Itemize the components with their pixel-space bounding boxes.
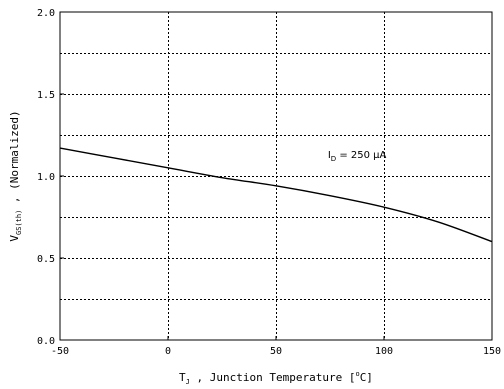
grid-lines	[60, 12, 492, 340]
annotation-sub: D	[331, 155, 336, 163]
x-label-main: T	[179, 371, 186, 384]
x-axis-label: TJ , Junction Temperature [oC]	[179, 370, 373, 386]
x-label-sub: J	[186, 378, 190, 386]
x-tick-label: 100	[375, 346, 393, 357]
x-label-degree: o	[355, 370, 359, 378]
annotation-rest: = 250 µA	[336, 150, 386, 161]
y-label-main: V	[8, 235, 21, 242]
y-tick-label: 1.5	[37, 90, 55, 101]
y-tick-label: 0.5	[37, 254, 55, 265]
y-label-rest: , (Normalized)	[8, 110, 21, 209]
annotation-main: I	[328, 150, 331, 161]
x-tick-label: 150	[483, 346, 501, 357]
series-layer	[59, 147, 493, 243]
x-tick-label: -50	[51, 346, 69, 357]
y-axis-label: VGS(th) , (Normalized)	[8, 110, 23, 241]
axis-ticks: -50 0 50 100 150 0.0 0.5 1.0 1.5 2.0	[37, 8, 501, 357]
y-tick-label: 0.0	[37, 336, 55, 347]
x-tick-label: 0	[165, 346, 171, 357]
x-label-rest: , Junction Temperature [	[190, 371, 356, 384]
y-label-sub: GS(th)	[15, 210, 23, 235]
y-tick-label: 1.0	[37, 172, 55, 183]
x-label-unit: C]	[360, 371, 373, 384]
y-tick-label: 2.0	[37, 8, 55, 19]
x-tick-label: 50	[270, 346, 282, 357]
annotation-label: ID = 250 µA	[328, 150, 387, 163]
series-line	[59, 147, 493, 243]
